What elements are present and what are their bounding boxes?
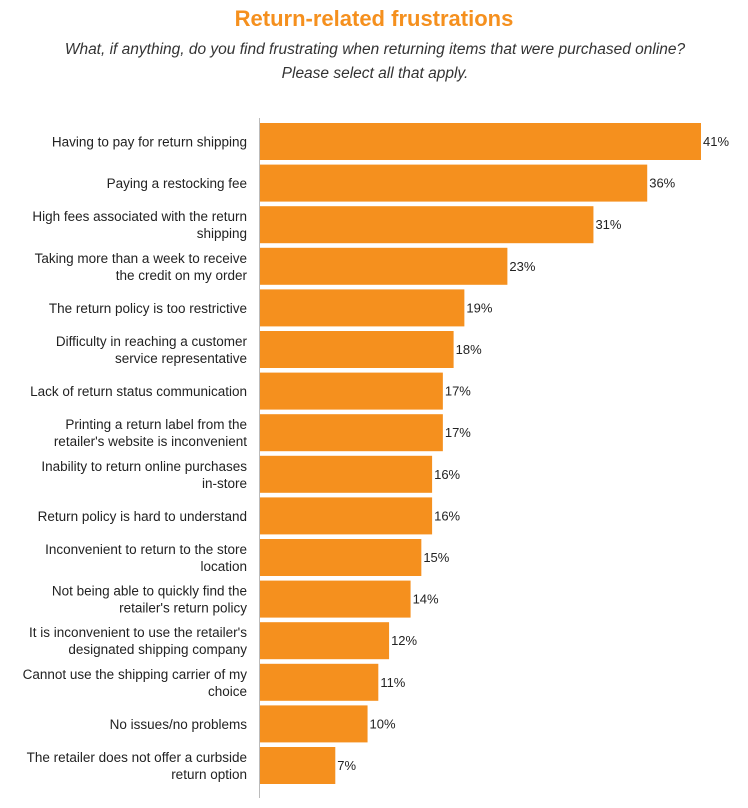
bar — [260, 497, 433, 535]
value-label: 19% — [466, 300, 492, 315]
category-label: Not being able to quickly find the retail… — [52, 584, 247, 616]
category-label: It is inconvenient to use the retailer's… — [29, 625, 247, 657]
value-label: 12% — [391, 633, 417, 648]
category-label: Lack of return status communication — [30, 384, 247, 399]
category-label: The return policy is too restrictive — [49, 301, 247, 316]
chart-title: Return-related frustrations — [234, 6, 514, 31]
bar — [260, 663, 379, 701]
bar — [260, 622, 390, 660]
value-label: 11% — [380, 675, 405, 690]
bar — [260, 372, 443, 410]
category-label: Inconvenient to return to the store locat… — [45, 542, 247, 574]
bar — [260, 414, 443, 452]
value-label: 31% — [595, 217, 621, 232]
value-label: 41% — [703, 134, 729, 149]
category-label: High fees associated with the return ship… — [32, 209, 247, 241]
category-label: Paying a restocking fee — [107, 176, 247, 191]
bar — [260, 580, 411, 618]
bar — [260, 164, 648, 202]
value-label: 10% — [370, 716, 396, 731]
value-label: 23% — [509, 259, 535, 274]
value-label: 18% — [456, 342, 482, 357]
value-label: 16% — [434, 467, 460, 482]
value-label: 7% — [337, 758, 356, 773]
category-label: Inability to return online purchases in-s… — [41, 459, 247, 491]
bar — [260, 747, 336, 784]
category-label: The retailer does not offer a curbside re… — [27, 750, 247, 782]
category-label: No issues/no problems — [110, 717, 248, 732]
value-label: 17% — [445, 425, 471, 440]
bar — [260, 705, 368, 743]
category-label: Having to pay for return shipping — [52, 135, 247, 150]
bar — [260, 539, 422, 576]
bar — [260, 331, 454, 368]
chart-subtitle: What, if anything, do you find frustrati… — [64, 41, 686, 82]
category-label: Return policy is hard to understand — [38, 509, 247, 524]
value-label: 15% — [423, 550, 449, 565]
category-label: Cannot use the shipping carrier of my cho… — [23, 667, 248, 699]
bar — [260, 247, 508, 285]
bar — [260, 455, 433, 493]
value-label: 14% — [413, 592, 439, 607]
category-label: Taking more than a week to receive the cr… — [35, 251, 248, 283]
category-label: Difficulty in reaching a customer service… — [56, 334, 248, 366]
bar — [260, 206, 594, 244]
value-label: 36% — [649, 176, 675, 191]
bar — [260, 123, 701, 160]
category-label: Printing a return label from the retailer… — [54, 417, 247, 449]
value-label: 16% — [434, 508, 460, 523]
value-label: 17% — [445, 384, 471, 399]
bar — [260, 289, 465, 327]
